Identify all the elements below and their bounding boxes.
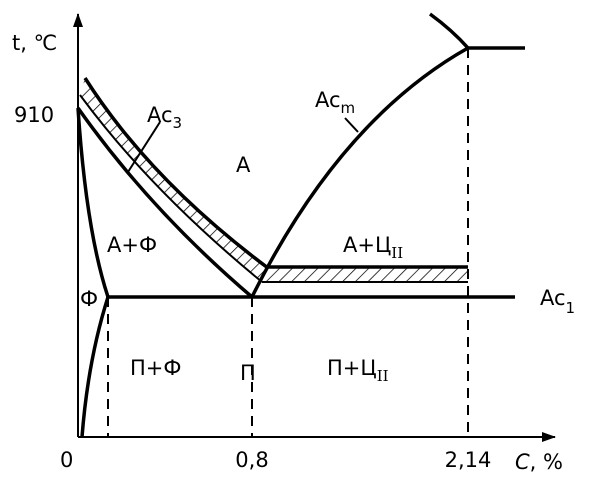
ac3-upper (83, 77, 270, 270)
leader-line (344, 117, 359, 133)
label-sub: 1 (566, 299, 576, 317)
x-tick-label: 2,14 (445, 448, 492, 472)
x-tick-label: 0 (60, 448, 73, 472)
x-axis-label: C, % (515, 450, 563, 474)
ac1-label: Ac1 (540, 286, 575, 317)
label-main: Ac (147, 103, 173, 127)
label-main: П+Ц (327, 356, 377, 380)
label-main: Ac (315, 88, 341, 112)
pq-line (80, 296, 110, 438)
region-label: A+ЦII (343, 233, 403, 262)
ac3-middle (79, 94, 263, 283)
leader-line (127, 121, 161, 173)
region-label: П+Ф (130, 356, 181, 380)
region-label: П (240, 361, 256, 385)
label-sub: II (391, 244, 403, 262)
region-label: A+Ф (107, 233, 157, 257)
gp-line (76, 107, 110, 298)
acm-line (250, 46, 469, 298)
gs-line (76, 106, 254, 299)
y-tick-label: 910 (14, 103, 54, 127)
region-label: Ф (80, 287, 98, 311)
hatch-band (265, 267, 468, 282)
label-main: A+Ц (343, 233, 391, 257)
ac3-label: Ac3 (147, 103, 182, 132)
x-axis-unit: , % (530, 450, 563, 474)
region-label: П+ЦII (327, 356, 389, 385)
label-main: Ac (540, 286, 566, 310)
top-right-line (428, 12, 525, 50)
label-sub: 3 (173, 114, 183, 132)
label-sub: m (341, 99, 356, 117)
region-label: A (236, 153, 251, 177)
label-sub: II (377, 367, 389, 385)
x-tick-label: 0,8 (235, 448, 268, 472)
x-axis-variable: C (515, 450, 530, 474)
acm-label: Acm (315, 88, 355, 117)
y-axis-label: t, ℃ (12, 31, 57, 55)
